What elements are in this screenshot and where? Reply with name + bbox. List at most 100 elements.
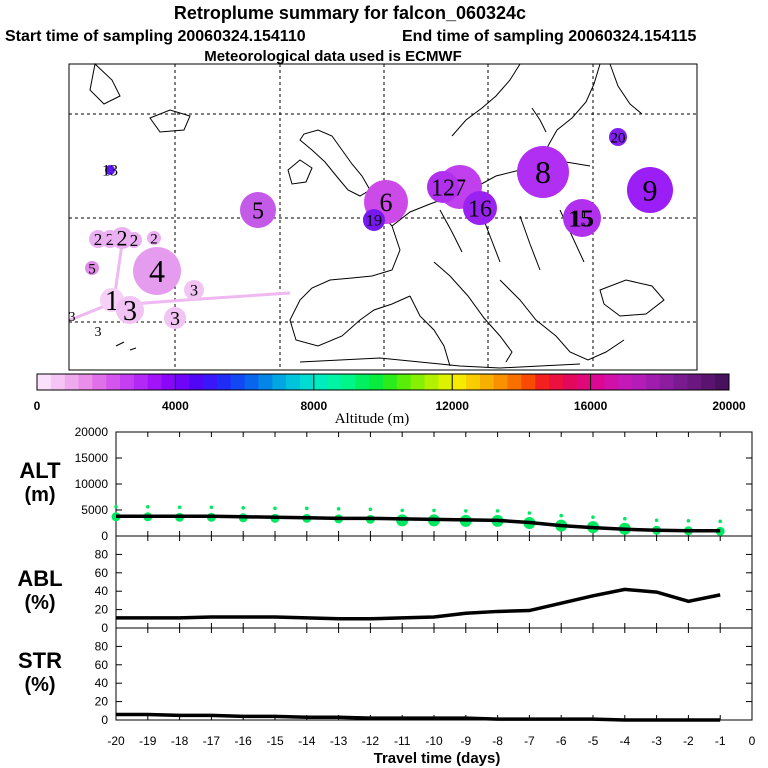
- cluster-marker: 4: [133, 247, 181, 295]
- colorbar-cell: [133, 374, 149, 390]
- cluster-marker: 5: [240, 192, 276, 228]
- sampling-start: Start time of sampling 20060324.154110: [5, 28, 306, 45]
- colorbar-cell: [216, 374, 232, 390]
- colorbar-cell: [120, 374, 135, 390]
- colorbar-cell: [645, 374, 661, 390]
- cluster-circle: [563, 199, 601, 237]
- cluster-label: 2: [94, 230, 103, 249]
- x-tick-label: -12: [362, 734, 380, 748]
- colorbar-tick-label: 20000: [712, 399, 746, 413]
- colorbar-cell: [535, 374, 550, 390]
- cluster-marker: 8: [517, 146, 569, 198]
- str-panel-frame: [115, 627, 753, 721]
- alt-point-upper: [241, 506, 245, 510]
- cluster-label: 3: [123, 296, 137, 327]
- cluster-circle: [240, 192, 276, 228]
- str-label: STR: [18, 648, 62, 673]
- cluster-label: 15: [568, 206, 592, 232]
- cluster-label: 4: [149, 253, 165, 289]
- cluster-circle: [609, 128, 627, 146]
- cluster-label: 2: [130, 231, 139, 250]
- str-line: [116, 712, 721, 722]
- y-tick-label: 0: [101, 713, 108, 727]
- cluster-marker: 3: [95, 325, 102, 340]
- colorbar-cell: [396, 374, 412, 390]
- colorbar-cell: [493, 374, 509, 390]
- colorbar-cell: [37, 374, 52, 390]
- colorbar-tick-label: 16000: [574, 399, 608, 413]
- cluster-marker: 2: [126, 231, 142, 250]
- x-tick-label: -5: [588, 734, 599, 748]
- colorbar-cell: [272, 374, 287, 390]
- alt-point-upper: [495, 509, 500, 513]
- figure-title: Retroplume summary for falcon_060324c: [174, 3, 526, 23]
- cluster-circle: [627, 167, 673, 213]
- cluster-label: 2: [106, 230, 115, 249]
- colorbar-cell: [715, 374, 730, 390]
- cluster-circle: [147, 231, 161, 245]
- colorbar-cell: [50, 374, 66, 390]
- cluster-circle: [105, 165, 115, 175]
- cluster-label: 15: [570, 206, 594, 232]
- cluster-marker: 12: [427, 171, 459, 203]
- colorbar-cell: [562, 374, 578, 390]
- alt-point-upper: [209, 505, 214, 510]
- alt-point-upper: [368, 507, 373, 512]
- alt-unit: (m): [24, 484, 55, 506]
- cluster-label: 3: [190, 283, 198, 300]
- cluster-label: 6: [380, 188, 393, 217]
- x-tick-label: -6: [556, 734, 567, 748]
- alt-point-upper: [146, 504, 150, 509]
- cluster-circle: [427, 171, 459, 203]
- x-tick-label: -1: [715, 734, 726, 748]
- cluster-marker: 13: [102, 163, 118, 180]
- cluster-marker: 1: [100, 286, 124, 317]
- alt-point-upper: [527, 511, 532, 515]
- cluster-circle: [517, 146, 569, 198]
- colorbar-cell: [466, 374, 481, 390]
- cluster-circle: [363, 209, 385, 231]
- alt-point-upper: [432, 508, 436, 513]
- colorbar-cell: [479, 374, 495, 390]
- cluster-label: 5: [88, 261, 96, 277]
- x-tick-label: -3: [651, 734, 662, 748]
- alt-point-upper: [273, 506, 277, 511]
- colorbar-cell: [299, 374, 315, 390]
- colorbar-cell: [549, 374, 564, 390]
- cluster-circle: [133, 247, 181, 295]
- abl-label: ABL: [17, 566, 62, 591]
- x-tick-label: -20: [107, 734, 125, 748]
- colorbar-tick-label: 8000: [300, 399, 327, 413]
- cluster-label: 1: [105, 286, 119, 317]
- colorbar-cell: [576, 374, 592, 390]
- cluster-marker: 2: [147, 231, 161, 247]
- cluster-marker: 15: [568, 206, 592, 232]
- cluster-label: 20: [611, 130, 626, 146]
- cluster-marker: 3: [184, 280, 204, 300]
- x-tick-label: -10: [425, 734, 443, 748]
- met-data-note: Meteorological data used is ECMWF: [204, 48, 462, 65]
- cluster-marker: 19: [363, 209, 385, 231]
- colorbar-cell: [687, 374, 702, 390]
- alt-point-upper: [686, 519, 691, 523]
- colorbar-cell: [106, 374, 121, 390]
- trajectory-line: [69, 291, 291, 322]
- colorbar-cell: [258, 374, 273, 390]
- y-tick-label: 60: [95, 566, 109, 580]
- altitude-colorbar: 0 4000 8000 12000 16000 20000 Altitude (m): [34, 373, 746, 427]
- cluster-circle: [116, 296, 144, 324]
- cluster-label: 5: [252, 198, 264, 224]
- colorbar-cell: [590, 374, 605, 390]
- alt-point-upper: [464, 509, 468, 513]
- cluster-marker: 3: [116, 296, 144, 327]
- y-tick-label: 80: [95, 547, 109, 561]
- cluster-label: 3: [170, 308, 180, 330]
- cluster-label: 16: [468, 196, 492, 222]
- colorbar-cell: [313, 374, 329, 390]
- colorbar-cell: [452, 374, 467, 390]
- alt-point-upper: [336, 507, 341, 511]
- y-tick-label: 5000: [81, 503, 108, 517]
- x-tick-label: -19: [139, 734, 157, 748]
- x-tick-label: -16: [235, 734, 253, 748]
- alt-point-upper: [400, 508, 405, 513]
